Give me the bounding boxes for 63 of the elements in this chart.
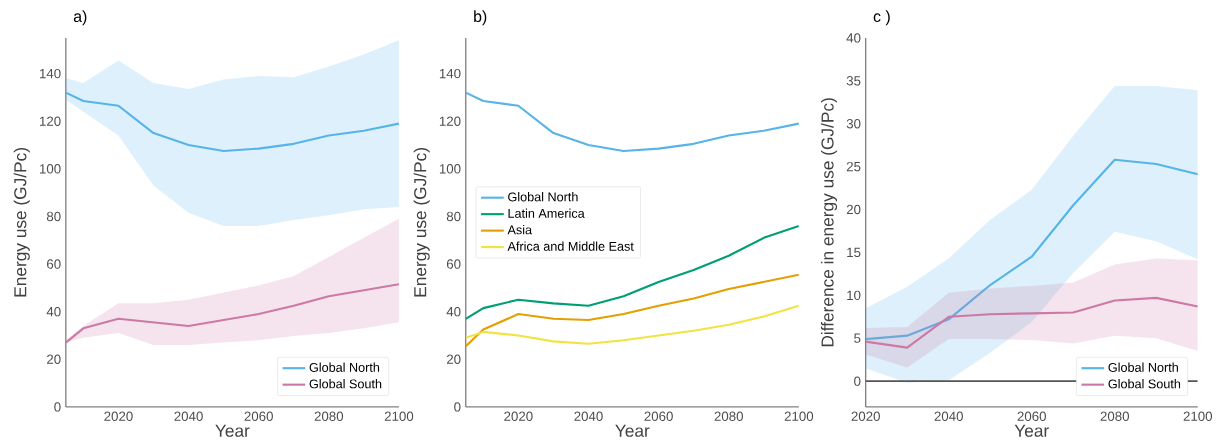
y-tick-label: 120 bbox=[439, 116, 461, 127]
y-tick-label: 60 bbox=[47, 259, 61, 269]
y-tick-label: 80 bbox=[446, 211, 461, 222]
x-axis-title: Year bbox=[615, 424, 650, 437]
chart-title: b) bbox=[474, 10, 487, 26]
x-tick-label: 2080 bbox=[714, 411, 743, 422]
x-tick-label: 2100 bbox=[784, 411, 814, 422]
y-axis-title: Energy use (GJ/Pc) bbox=[413, 148, 430, 297]
legend-label: Global North bbox=[1108, 362, 1178, 373]
line-series bbox=[465, 91, 799, 153]
y-tick-label: 15 bbox=[847, 247, 861, 258]
line-series bbox=[865, 158, 1198, 341]
x-tick-label: 2080 bbox=[314, 411, 344, 422]
y-tick-label: 20 bbox=[47, 354, 61, 365]
x-tick-label: 2020 bbox=[504, 411, 533, 422]
x-tick-label: 2020 bbox=[851, 411, 880, 422]
line-series bbox=[865, 296, 1198, 349]
y-tick-label: 20 bbox=[846, 204, 861, 215]
x-tick-label: 2060 bbox=[644, 411, 673, 422]
legend-label: Africa and Middle East bbox=[507, 241, 634, 251]
x-tick-label: 2100 bbox=[384, 411, 414, 422]
y-tick-label: 0 bbox=[454, 402, 461, 412]
y-tick-label: 140 bbox=[39, 69, 61, 79]
legend-label: Latin America bbox=[508, 208, 585, 218]
line-series bbox=[465, 225, 799, 320]
x-tick-label: 2040 bbox=[574, 411, 603, 422]
y-tick-label: 30 bbox=[846, 119, 861, 129]
line-series bbox=[465, 304, 799, 345]
y-tick-label: 40 bbox=[446, 307, 461, 317]
line-series bbox=[65, 91, 399, 153]
y-tick-label: 100 bbox=[39, 164, 61, 174]
y-tick-label: 5 bbox=[854, 333, 861, 343]
chart-title: a) bbox=[73, 10, 87, 26]
y-tick-label: 80 bbox=[46, 211, 61, 222]
legend-label: Asia bbox=[507, 225, 533, 235]
y-axis-title: Energy use (GJ/Pc) bbox=[13, 148, 30, 297]
legend-label: Global South bbox=[309, 379, 382, 389]
legend-label: Global North bbox=[309, 362, 380, 373]
y-tick-label: 20 bbox=[446, 354, 461, 365]
x-tick-label: 2040 bbox=[174, 411, 203, 422]
y-tick-label: 10 bbox=[847, 290, 861, 301]
y-tick-label: 60 bbox=[446, 259, 461, 269]
y-tick-label: 0 bbox=[54, 402, 61, 412]
y-tick-label: 25 bbox=[846, 162, 861, 172]
y-tick-label: 0 bbox=[854, 376, 861, 386]
x-tick-label: 2080 bbox=[1100, 411, 1130, 422]
legend-label: Global South bbox=[1108, 379, 1181, 389]
x-tick-label: 2060 bbox=[244, 411, 273, 422]
x-tick-label: 2060 bbox=[1017, 411, 1046, 422]
x-axis-title: Year bbox=[215, 424, 250, 437]
y-axis-title: Difference in energy use (GJ/Pc) bbox=[820, 98, 838, 347]
y-tick-label: 35 bbox=[846, 76, 861, 86]
legend-label: Global North bbox=[508, 192, 578, 202]
y-tick-label: 40 bbox=[46, 307, 61, 317]
x-axis-title: Year bbox=[1014, 424, 1049, 437]
x-tick-label: 2100 bbox=[1183, 411, 1213, 422]
x-tick-label: 2040 bbox=[934, 411, 963, 422]
y-tick-label: 40 bbox=[846, 33, 861, 43]
x-tick-label: 2020 bbox=[104, 411, 133, 422]
y-tick-label: 120 bbox=[39, 116, 61, 127]
chart-title: c ) bbox=[873, 10, 890, 26]
y-tick-label: 140 bbox=[439, 69, 461, 79]
y-tick-label: 100 bbox=[439, 164, 461, 174]
